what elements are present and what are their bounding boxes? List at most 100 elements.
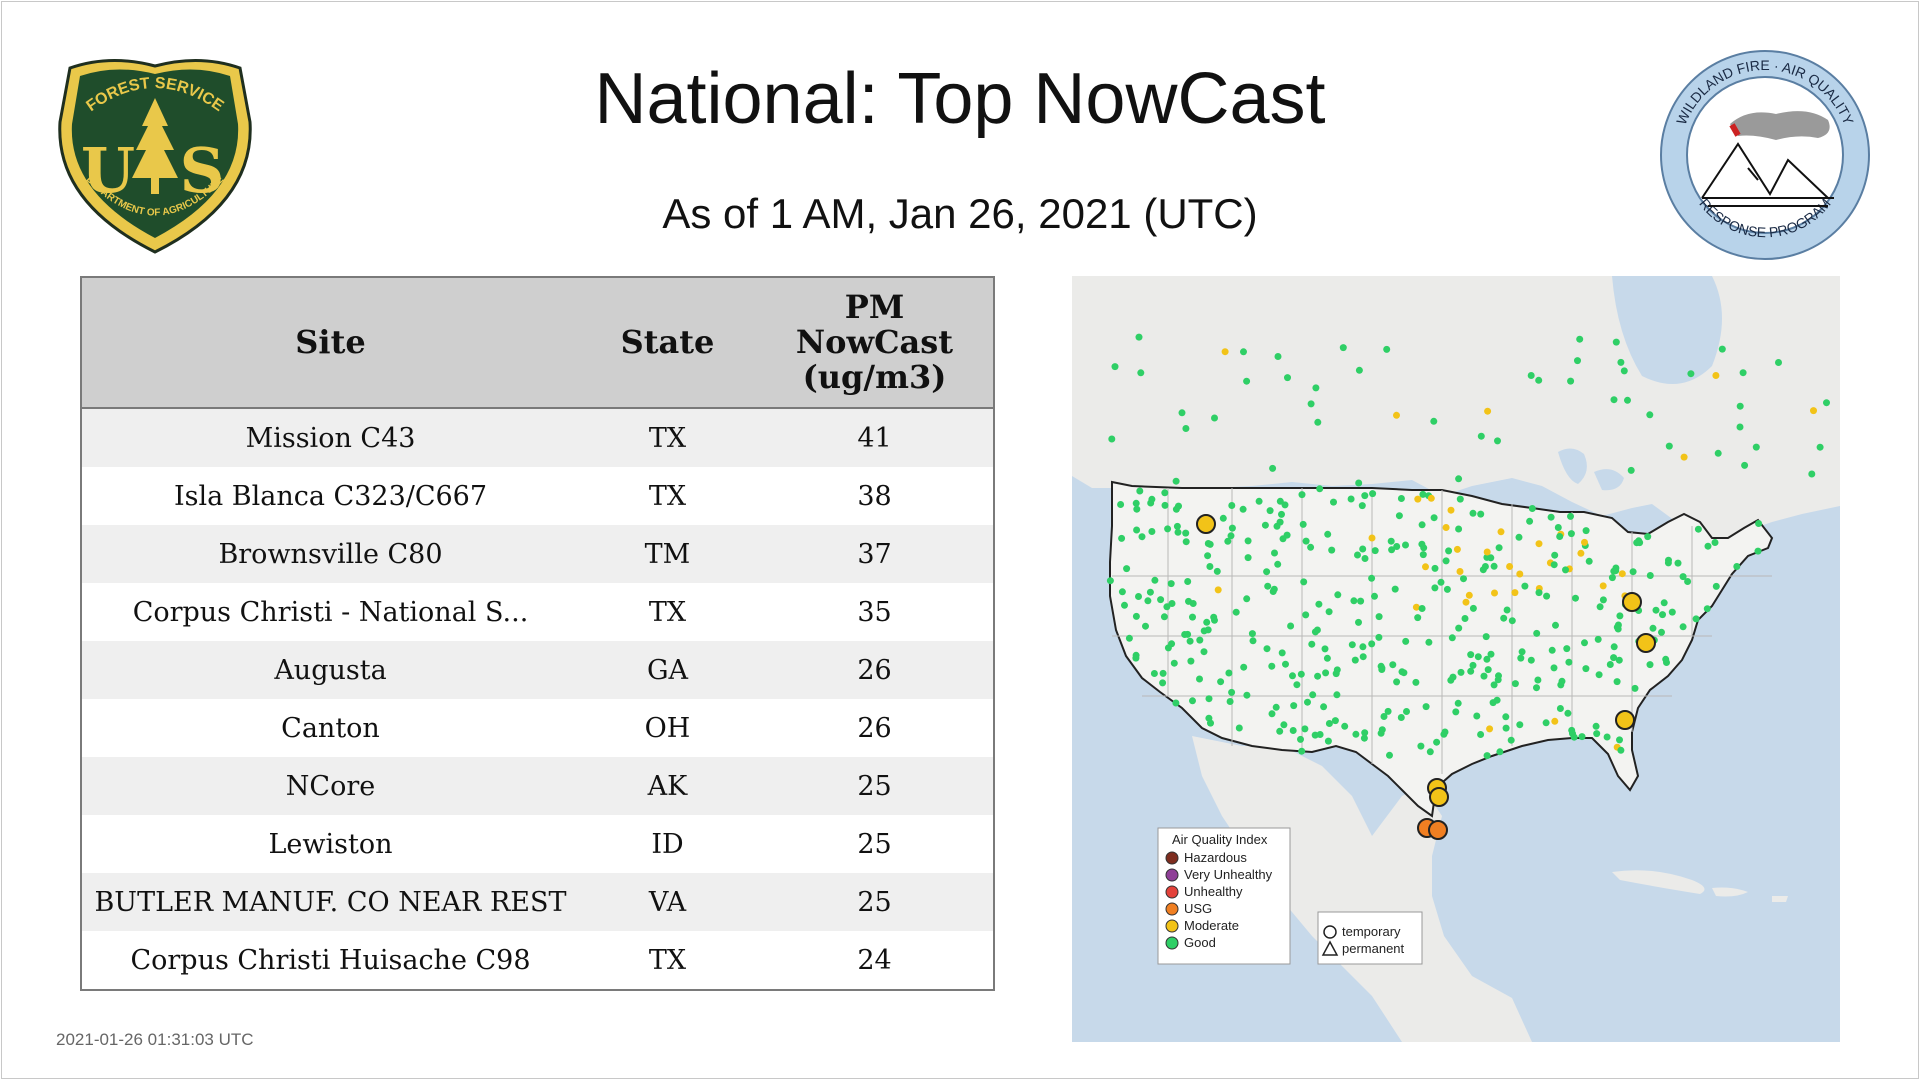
station-marker: [1133, 505, 1141, 513]
station-marker: [1151, 576, 1159, 584]
cell-state: TX: [579, 583, 756, 641]
station-marker: [1315, 600, 1323, 608]
station-marker: [1261, 521, 1269, 529]
top-nowcast-table: Site State PM NowCast (ug/m3) Mission C4…: [80, 276, 995, 991]
station-marker: [1161, 489, 1169, 497]
station-marker: [1564, 709, 1572, 717]
station-marker: [1486, 725, 1494, 733]
legend-label: Hazardous: [1184, 850, 1247, 865]
station-marker: [1117, 501, 1125, 508]
station-marker: [1368, 534, 1376, 542]
station-marker: [1132, 651, 1140, 659]
station-marker: [1386, 751, 1393, 759]
station-marker: [1412, 603, 1420, 611]
station-marker: [1314, 418, 1322, 426]
station-marker: [1455, 475, 1463, 483]
cell-site: NCore: [82, 757, 579, 815]
station-marker: [1380, 713, 1388, 720]
station-marker: [1170, 659, 1178, 667]
station-marker: [1137, 369, 1145, 377]
station-marker: [1172, 699, 1180, 707]
map-land-mexico: [1192, 736, 1532, 1042]
station-marker: [1608, 574, 1616, 582]
station-marker: [1219, 514, 1227, 522]
station-marker: [1462, 598, 1470, 606]
station-marker: [1173, 522, 1181, 530]
station-marker: [1533, 684, 1540, 692]
table-row: BUTLER MANUF. CO NEAR REST VA 25: [82, 873, 993, 931]
station-marker: [1694, 525, 1702, 533]
station-marker: [1334, 591, 1342, 599]
table-header-row: Site State PM NowCast (ug/m3): [82, 278, 993, 409]
station-marker: [1592, 722, 1600, 730]
station-marker: [1164, 644, 1172, 652]
station-marker: [1368, 640, 1376, 648]
station-marker: [1172, 477, 1180, 485]
station-marker: [1232, 608, 1240, 616]
station-marker: [1206, 540, 1214, 548]
station-marker: [1313, 626, 1321, 634]
station-marker: [1402, 637, 1410, 645]
station-marker: [1300, 578, 1308, 586]
station-marker: [1754, 547, 1762, 555]
station-marker: [1752, 443, 1760, 451]
station-marker: [1465, 591, 1473, 599]
station-marker: [1355, 366, 1363, 374]
cell-state: TX: [579, 408, 756, 467]
cell-pm-nowcast: 26: [756, 641, 993, 699]
svg-text:U: U: [81, 134, 135, 207]
station-marker: [1599, 582, 1607, 590]
station-marker: [1417, 742, 1425, 750]
station-marker: [1360, 734, 1368, 742]
station-marker: [1278, 649, 1286, 657]
station-marker: [1393, 543, 1401, 550]
station-marker: [1453, 545, 1461, 553]
station-marker: [1263, 568, 1271, 576]
station-marker: [1554, 524, 1562, 531]
station-marker: [1355, 479, 1363, 487]
station-marker: [1606, 661, 1614, 668]
station-marker: [1148, 495, 1156, 503]
station-marker: [1534, 676, 1542, 684]
cell-state: ID: [579, 815, 756, 873]
station-marker: [1448, 634, 1456, 642]
legend-swatch-unhealthy: [1165, 885, 1179, 899]
station-marker: [1125, 634, 1133, 642]
station-marker: [1207, 719, 1214, 727]
station-marker: [1181, 631, 1189, 638]
station-marker: [1443, 585, 1451, 593]
station-marker: [1679, 623, 1687, 631]
station-marker: [1274, 353, 1282, 360]
station-marker: [1299, 520, 1307, 528]
station-marker: [1595, 671, 1603, 679]
station-marker: [1276, 497, 1284, 505]
table-row: Canton OH 26: [82, 699, 993, 757]
station-marker: [1646, 661, 1654, 669]
station-marker: [1307, 400, 1315, 408]
station-marker-large: [1636, 633, 1656, 653]
station-marker: [1613, 678, 1621, 686]
station-marker: [1419, 551, 1427, 559]
cell-site: Isla Blanca C323/C667: [82, 467, 579, 525]
station-marker: [1255, 497, 1263, 505]
station-marker: [1123, 565, 1131, 573]
station-marker: [1419, 490, 1427, 498]
station-marker: [1491, 589, 1498, 597]
table-row: Isla Blanca C323/C667 TX 38: [82, 467, 993, 525]
station-marker: [1483, 548, 1491, 556]
station-marker: [1692, 615, 1700, 623]
station-marker: [1108, 435, 1116, 443]
station-marker: [1414, 495, 1422, 503]
cell-state: TX: [579, 467, 756, 525]
station-marker: [1755, 520, 1763, 527]
station-marker: [1148, 528, 1156, 535]
station-marker: [1426, 748, 1434, 756]
station-marker: [1167, 580, 1175, 588]
station-marker: [1189, 613, 1196, 621]
station-marker: [1160, 613, 1168, 621]
station-marker: [1135, 593, 1142, 600]
station-marker: [1490, 562, 1498, 570]
station-marker: [1322, 669, 1330, 677]
station-marker: [1359, 545, 1367, 553]
station-marker: [1355, 618, 1362, 626]
